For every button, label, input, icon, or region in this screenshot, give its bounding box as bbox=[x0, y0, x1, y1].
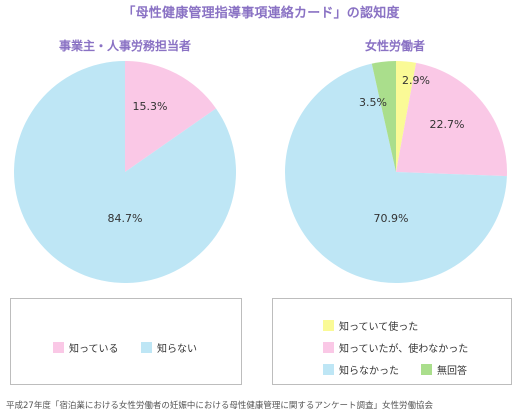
slice-data-label: 15.3% bbox=[133, 100, 168, 113]
source-note: 平成27年度「宿泊業における女性労働者の妊娠中における母性健康管理に関するアンケ… bbox=[6, 401, 433, 411]
right-chart-title: 女性労働者 bbox=[364, 39, 425, 53]
legend-label: 無回答 bbox=[437, 366, 467, 377]
legend-swatch bbox=[141, 342, 152, 353]
slice-data-label: 2.9% bbox=[402, 74, 430, 87]
pie-slice bbox=[13, 61, 236, 283]
legend-label: 知っていて使った bbox=[339, 322, 419, 333]
pie-slice bbox=[371, 61, 396, 172]
pie-charts: 15.3% 84.7% 2.9% 22.7% 70.9% 3.5% bbox=[13, 61, 507, 283]
legend-label: 知っている bbox=[69, 344, 119, 355]
slice-data-label: 70.9% bbox=[374, 212, 409, 225]
legend-label: 知っていたが、使わなかった bbox=[339, 344, 469, 355]
legend-item-known-used: 知っていて使った bbox=[323, 318, 418, 333]
legend-item-unknown: 知らない bbox=[141, 340, 197, 355]
slice-data-label: 22.7% bbox=[430, 118, 465, 131]
left-chart-title: 事業主・人事労務担当者 bbox=[58, 39, 191, 53]
legend-swatch bbox=[323, 320, 334, 331]
legend-label: 知らなかった bbox=[339, 366, 399, 377]
right-legend: 知っていて使った 知っていたが、使わなかった 知らなかった 無回答 bbox=[272, 298, 512, 385]
pie-slice bbox=[396, 61, 417, 172]
legend-item-did-not-know: 知らなかった bbox=[323, 362, 399, 377]
pie-slice bbox=[285, 63, 507, 283]
legend-swatch bbox=[53, 342, 64, 353]
chart-title: 「母性健康管理指導事項連絡カード」の認知度 bbox=[122, 6, 400, 21]
slice-data-label: 3.5% bbox=[359, 96, 387, 109]
pie-slice bbox=[125, 61, 217, 172]
legend-item-known: 知っている bbox=[53, 340, 119, 355]
legend-item-no-answer: 無回答 bbox=[421, 362, 467, 377]
legend-swatch bbox=[421, 364, 432, 375]
pie-slice bbox=[396, 62, 507, 177]
legend-label: 知らない bbox=[157, 344, 197, 355]
slice-data-label: 84.7% bbox=[108, 212, 143, 225]
legend-swatch bbox=[323, 364, 334, 375]
legend-swatch bbox=[323, 342, 334, 353]
left-legend: 知っている 知らない bbox=[10, 298, 242, 385]
legend-item-known-not-used: 知っていたが、使わなかった bbox=[323, 340, 468, 355]
